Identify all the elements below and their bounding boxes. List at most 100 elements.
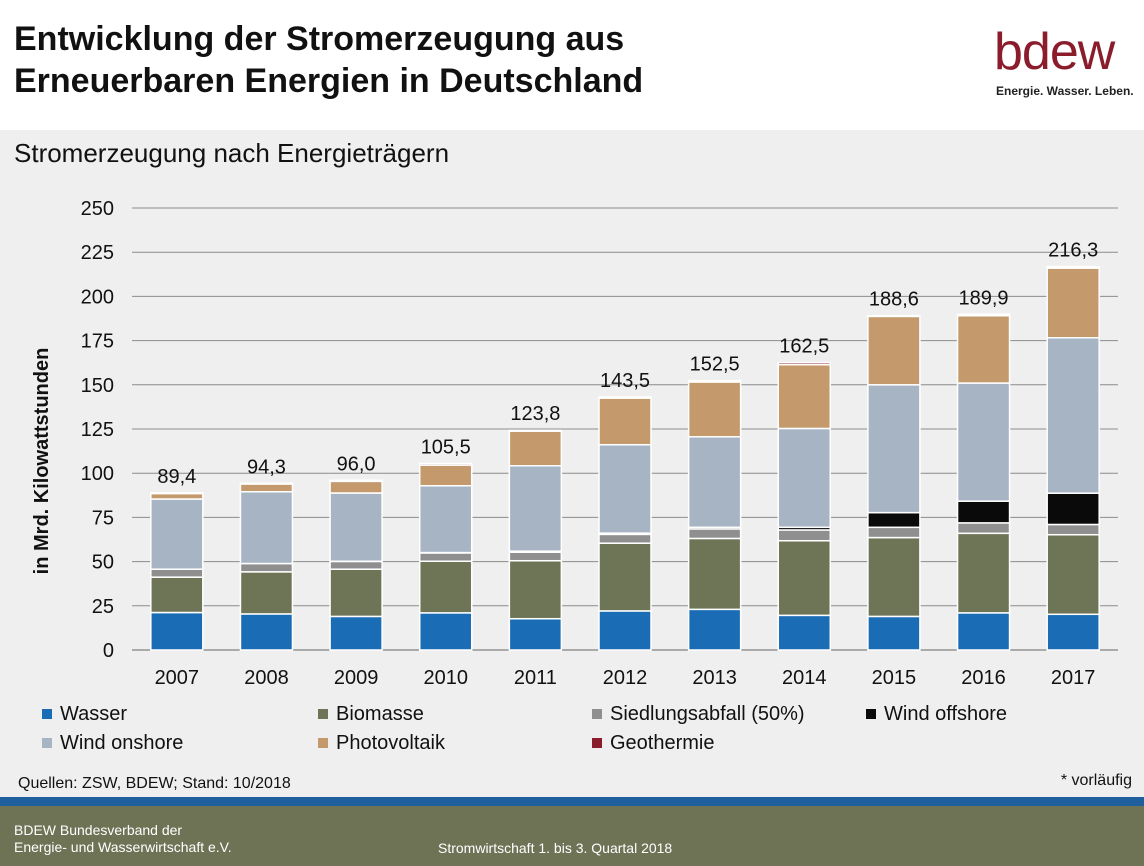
bar-segment (239, 571, 294, 615)
bar-segment (956, 532, 1011, 614)
x-tick-label: 2016 (961, 667, 1006, 689)
bar-segment (239, 613, 294, 651)
legend-label: Siedlungsabfall (50%) (610, 703, 805, 725)
bar-segment (1046, 523, 1100, 536)
bar-segment (867, 536, 921, 618)
bar-segment (867, 315, 921, 386)
footer-stripe (0, 797, 1144, 806)
bars (150, 265, 1100, 651)
bar-segment (329, 479, 383, 483)
bar-segment (598, 396, 652, 399)
bar-segment (150, 498, 204, 570)
bar-segment (1046, 533, 1100, 616)
bar-segment (508, 617, 563, 651)
bar-segment (1046, 492, 1100, 526)
bar-segment (687, 528, 742, 540)
total-label: 189,9 (959, 287, 1009, 309)
legend-swatch (318, 709, 328, 719)
bar-segment (687, 381, 742, 438)
bar-segment (508, 430, 563, 467)
bar-segment (687, 436, 742, 529)
bar-segment (867, 615, 921, 651)
bar-segment (956, 313, 1011, 317)
legend-label: Geothermie (610, 732, 715, 754)
bar-segment (508, 551, 563, 562)
logo-tagline: Energie. Wasser. Leben. (996, 84, 1134, 98)
bar-segment (150, 492, 204, 500)
bar-segment (329, 615, 383, 651)
page-title-line-2: Erneuerbaren Energien in Deutschland (14, 62, 644, 100)
bar-segment (508, 559, 563, 620)
x-tick-label: 2012 (603, 667, 648, 689)
x-tick-labels: 2007 2008 2009 2010 2011 2012 2013 2014 2015 2016… (155, 667, 1096, 689)
bar-segment (956, 382, 1011, 502)
total-label: 123,8 (510, 403, 560, 425)
logo-wordmark: bdew (994, 23, 1115, 81)
y-tick-label: 125 (81, 419, 114, 441)
header: Entwicklung der Stromerzeugung aus Erneu… (0, 0, 1144, 130)
bar-segment (598, 542, 652, 612)
stacked-bar-chart: Stromerzeugung nach Energieträgern in Mr… (14, 138, 1118, 689)
bar-segment (777, 363, 832, 430)
legend-label: Biomasse (336, 703, 424, 725)
total-label: 216,3 (1048, 240, 1098, 262)
y-tick-label: 200 (81, 286, 114, 308)
y-tick-label: 225 (81, 242, 114, 264)
y-tick-label: 250 (81, 198, 114, 220)
bar-segment (598, 397, 652, 446)
bar-segment (150, 492, 204, 495)
bar-segment (956, 522, 1011, 535)
bar-segment (150, 576, 204, 614)
footer: BDEW Bundesverband der Energie- und Wass… (0, 806, 1144, 866)
bar-segment (1046, 613, 1100, 651)
bar-segment (777, 427, 832, 529)
bar-segment (777, 361, 832, 366)
bar-segment (867, 511, 921, 529)
bar-segment (777, 529, 832, 542)
footer-org-line-2: Energie- und Wasserwirtschaft e.V. (14, 839, 232, 855)
bar-segment (777, 539, 832, 617)
bar-segment (329, 560, 383, 570)
bar-segment (239, 491, 294, 565)
bar-segment (598, 533, 652, 544)
bar-segment (1046, 337, 1100, 494)
bar-segment (508, 465, 563, 552)
y-tick-label: 75 (92, 507, 114, 529)
y-tick-labels: 0 25 50 75 100 125 150 175 200 225 250 (81, 198, 114, 662)
x-tick-label: 2014 (782, 667, 827, 689)
y-tick-label: 150 (81, 375, 114, 397)
legend-label: Photovoltaik (336, 732, 445, 754)
bar-segment (777, 614, 832, 651)
chart-panel: Stromerzeugung nach Energieträgern in Mr… (0, 130, 1144, 797)
legend-swatch (318, 738, 328, 748)
legend-label: Wasser (60, 703, 128, 725)
x-tick-label: 2008 (244, 667, 289, 689)
bar-segment (329, 492, 383, 562)
legend-swatch (42, 709, 52, 719)
bar-segment (418, 552, 473, 562)
x-tick-label: 2017 (1051, 667, 1096, 689)
x-tick-label: 2010 (423, 667, 468, 689)
x-tick-label: 2011 (514, 667, 557, 689)
bar-segment (329, 568, 383, 618)
total-label: 94,3 (247, 456, 286, 478)
legend-label: Wind onshore (60, 732, 184, 754)
bar-segment (239, 562, 294, 573)
bar-segment (418, 462, 473, 466)
y-axis-label: in Mrd. Kilowattstunden (31, 348, 53, 575)
total-label: 143,5 (600, 370, 650, 392)
x-tick-label: 2009 (334, 667, 379, 689)
bar-segment (418, 560, 473, 614)
bar-segment (418, 464, 473, 487)
x-tick-label: 2007 (155, 667, 200, 689)
total-labels: 89,4 94,3 96,0 105,5 123,8 143,5 152,5 162,5 188… (157, 240, 1098, 488)
footer-org-line-1: BDEW Bundesverband der (14, 822, 183, 838)
page-title: Entwicklung der Stromerzeugung aus Erneu… (14, 18, 643, 102)
x-tick-label: 2013 (692, 667, 737, 689)
bar-segment (329, 480, 383, 494)
bar-segment (1046, 265, 1100, 269)
bar-segment (687, 608, 742, 651)
bar-segment (239, 482, 294, 485)
total-label: 162,5 (779, 336, 829, 358)
total-label: 188,6 (869, 289, 919, 311)
